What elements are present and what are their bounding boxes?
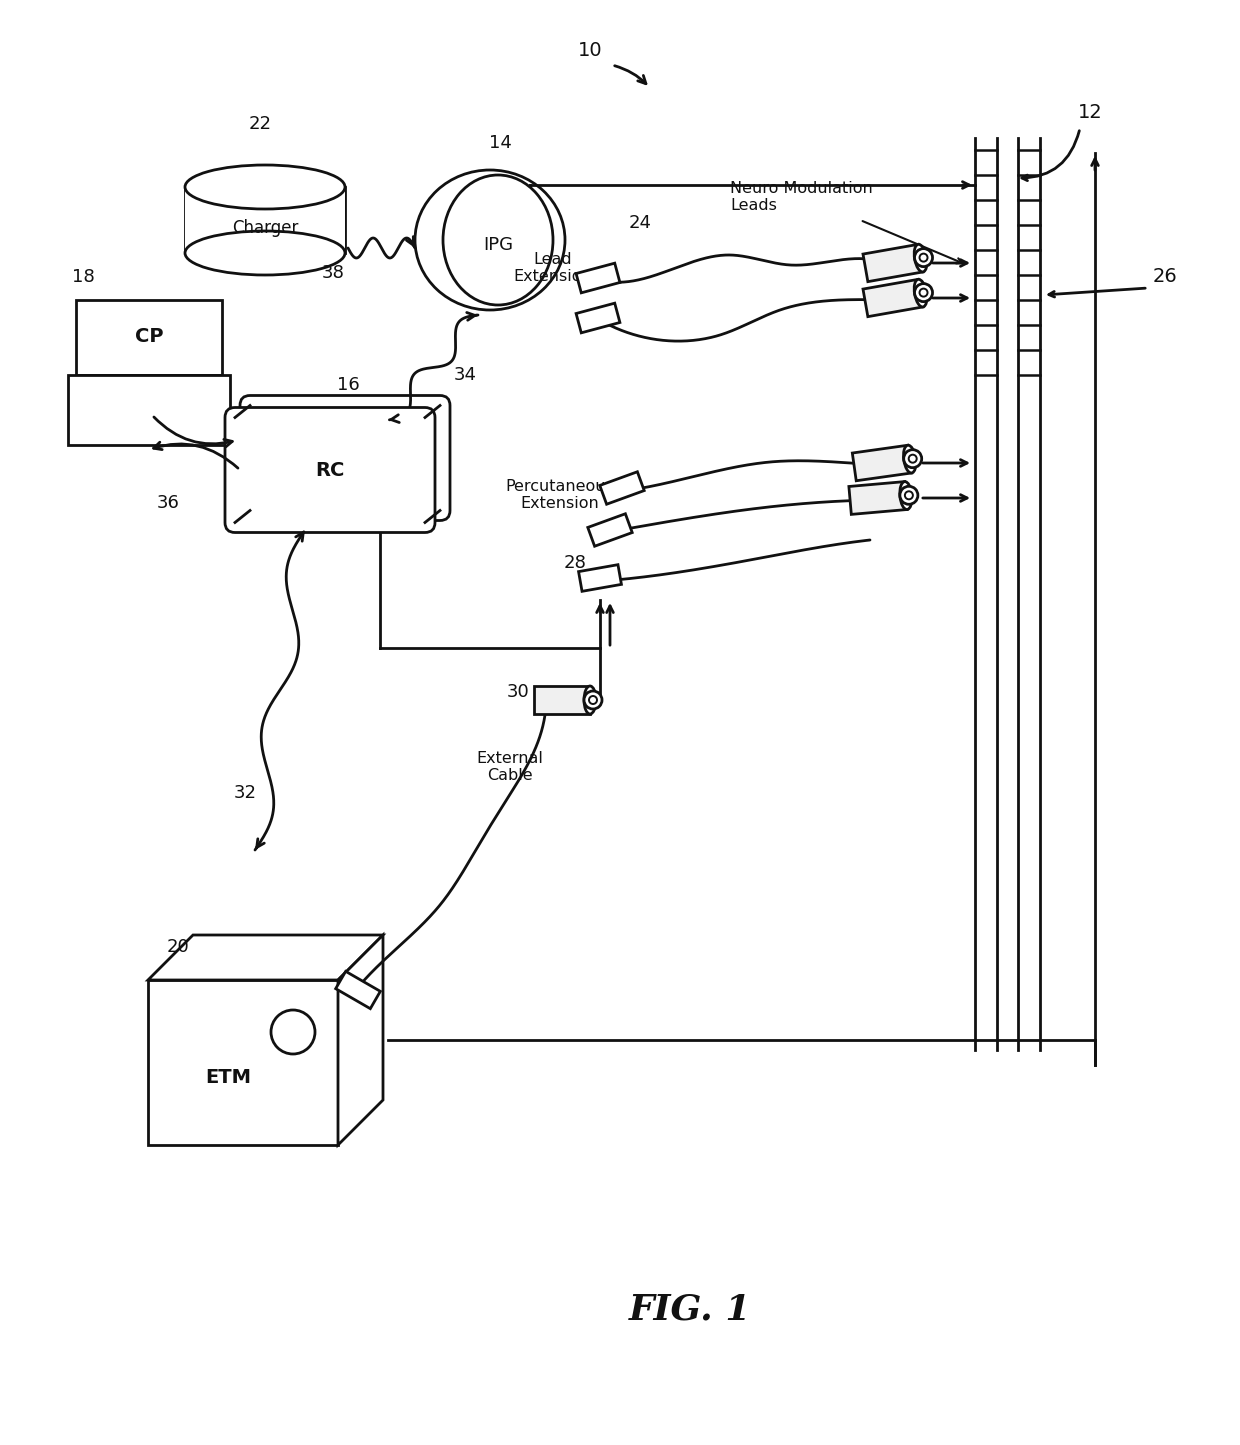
Polygon shape — [336, 971, 381, 1009]
Circle shape — [584, 691, 601, 709]
Text: FIG. 1: FIG. 1 — [629, 1293, 751, 1327]
Ellipse shape — [415, 171, 565, 311]
Circle shape — [915, 283, 932, 302]
Ellipse shape — [185, 165, 345, 210]
Bar — [185, 186, 345, 253]
Ellipse shape — [185, 231, 345, 275]
Ellipse shape — [914, 279, 928, 306]
Polygon shape — [534, 686, 590, 714]
Text: RC: RC — [315, 461, 345, 480]
Circle shape — [900, 487, 918, 504]
Circle shape — [272, 1010, 315, 1053]
Text: 38: 38 — [321, 264, 345, 282]
Text: CP: CP — [135, 327, 164, 345]
Polygon shape — [863, 279, 923, 316]
Polygon shape — [863, 244, 923, 282]
Polygon shape — [148, 935, 383, 980]
Bar — [76, 301, 222, 376]
Polygon shape — [849, 481, 908, 514]
Text: 32: 32 — [233, 785, 257, 802]
Text: 36: 36 — [156, 494, 180, 512]
Text: 10: 10 — [578, 40, 603, 61]
Text: Charger: Charger — [232, 220, 298, 237]
Circle shape — [589, 696, 596, 704]
FancyBboxPatch shape — [224, 407, 435, 533]
Text: ETM: ETM — [205, 1068, 250, 1087]
Circle shape — [904, 449, 921, 468]
Circle shape — [909, 455, 916, 462]
Ellipse shape — [584, 686, 596, 714]
Text: 34: 34 — [454, 366, 476, 384]
Polygon shape — [339, 935, 383, 1144]
Text: 14: 14 — [489, 134, 511, 152]
Text: Percutaneous
Extension: Percutaneous Extension — [506, 478, 614, 512]
Polygon shape — [148, 980, 339, 1144]
Text: 26: 26 — [1153, 267, 1177, 286]
Text: Lead
Extension: Lead Extension — [513, 251, 593, 285]
Text: 18: 18 — [72, 267, 94, 286]
Ellipse shape — [914, 244, 928, 272]
Circle shape — [920, 289, 928, 296]
Circle shape — [915, 249, 932, 267]
Text: 24: 24 — [629, 214, 651, 233]
Text: 30: 30 — [507, 683, 529, 701]
Text: 22: 22 — [248, 116, 272, 133]
Polygon shape — [577, 263, 620, 293]
Bar — [68, 376, 229, 445]
Polygon shape — [600, 471, 645, 504]
Text: 16: 16 — [336, 376, 360, 393]
Circle shape — [905, 491, 913, 500]
Text: Neuro Modulation
Leads: Neuro Modulation Leads — [730, 181, 873, 212]
Ellipse shape — [443, 175, 553, 305]
Polygon shape — [588, 514, 632, 546]
Text: IPG: IPG — [484, 236, 513, 254]
Ellipse shape — [904, 445, 916, 473]
Polygon shape — [579, 565, 621, 591]
Polygon shape — [577, 303, 620, 332]
Text: 20: 20 — [166, 938, 190, 957]
Circle shape — [920, 254, 928, 262]
FancyBboxPatch shape — [241, 396, 450, 520]
Text: External
Cable: External Cable — [476, 750, 543, 783]
Text: 28: 28 — [563, 553, 587, 572]
Text: 12: 12 — [1078, 103, 1102, 121]
Polygon shape — [852, 445, 911, 481]
Ellipse shape — [900, 481, 911, 510]
